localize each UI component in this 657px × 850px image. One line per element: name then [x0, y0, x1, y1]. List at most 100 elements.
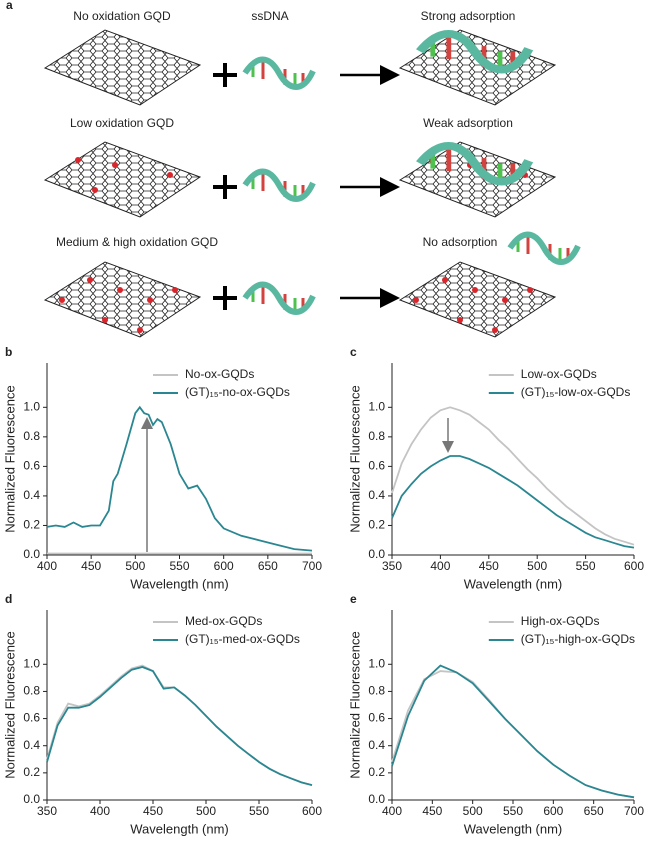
ssdna: [245, 59, 313, 89]
x-tick-label: 600: [543, 804, 563, 818]
y-tick-label: 0.4: [368, 738, 385, 752]
y-tick-label: 0.0: [23, 547, 40, 561]
chart: e 400 450 500 550 600 650 700 0.0 0.2 0.4 0.6 0.8 1.0…: [347, 592, 644, 836]
y-tick-label: 1.0: [368, 656, 385, 670]
y-tick-label: 0.6: [368, 459, 385, 473]
y-tick-label: 0.4: [23, 738, 40, 752]
graphene-sheet: [399, 141, 556, 218]
graphene-sheet: [399, 261, 556, 338]
x-tick-label: 450: [81, 559, 101, 573]
y-tick-label: 0.0: [368, 547, 385, 561]
y-tick-label: 0.8: [368, 429, 385, 443]
legend-label: (GT)₁₅-no-ox-GQDs: [185, 385, 290, 399]
series-line: [391, 670, 635, 799]
legend-label: (GT)₁₅-high-ox-GQDs: [521, 632, 635, 646]
x-tick-label: 450: [143, 804, 163, 818]
panel-label: b: [5, 345, 12, 359]
x-axis-label: Wavelength (nm): [464, 821, 563, 836]
x-tick-label: 400: [382, 804, 402, 818]
x-tick-label: 400: [90, 804, 110, 818]
gqd-label: Low oxidation GQD: [70, 116, 174, 130]
series-line: [391, 664, 635, 799]
x-tick-label: 550: [249, 804, 269, 818]
x-tick-label: 500: [463, 804, 483, 818]
panel-a: a No oxidation GQD ssDNA Strong adsorpti…: [6, 0, 578, 338]
x-axis-label: Wavelength (nm): [130, 821, 229, 836]
legend-label: No-ox-GQDs: [185, 367, 254, 381]
gqd-label: No oxidation GQD: [73, 9, 171, 23]
y-axis-label: Normalized Fluorescence: [347, 385, 362, 532]
y-axis-label: Normalized Fluorescence: [2, 385, 17, 532]
panel-label: d: [5, 592, 12, 606]
series-line: [46, 405, 313, 552]
graphene-sheet: [44, 261, 201, 338]
x-tick-label: 350: [37, 804, 57, 818]
panel-label: c: [350, 345, 357, 359]
dna-label: ssDNA: [251, 9, 288, 23]
gqd-label: Medium & high oxidation GQD: [56, 235, 218, 249]
y-tick-label: 1.0: [23, 656, 40, 670]
x-tick-label: 450: [479, 559, 499, 573]
y-tick-label: 0.2: [23, 765, 40, 779]
legend-label: (GT)₁₅-med-ox-GQDs: [185, 632, 300, 646]
y-tick-label: 0.2: [23, 518, 40, 532]
x-tick-label: 550: [576, 559, 596, 573]
x-tick-label: 400: [430, 559, 450, 573]
legend-label: (GT)₁₅-low-ox-GQDs: [521, 385, 631, 399]
graphene-sheet: [44, 141, 201, 218]
chart: b 400 450 500 550 600 650 700 0.0 0.2 0.4 0.6 0.8 1.0…: [2, 345, 322, 591]
series-line: [391, 455, 635, 549]
result-label: Weak adsorption: [423, 116, 513, 130]
y-tick-label: 0.8: [23, 684, 40, 698]
x-axis-label: Wavelength (nm): [130, 576, 229, 591]
ssdna: [245, 284, 313, 314]
plus-signs: [213, 63, 237, 310]
result-label: Strong adsorption: [421, 9, 516, 23]
legend-label: Med-ox-GQDs: [185, 614, 262, 628]
result-label: No adsorption: [423, 235, 498, 249]
series-line: [46, 666, 313, 786]
chart: c 350 400 450 500 550 600 0.0 0.2 0.4 0.6 0.8 1.0 Wav…: [347, 345, 644, 591]
y-axis-label: Normalized Fluorescence: [347, 631, 362, 778]
panel-label: e: [350, 592, 357, 606]
x-tick-label: 400: [37, 559, 57, 573]
free-dna: [510, 234, 578, 264]
oxygen-atoms: [59, 157, 533, 333]
y-tick-label: 1.0: [368, 399, 385, 413]
y-tick-label: 0.0: [23, 792, 40, 806]
legend-label: Low-ox-GQDs: [521, 367, 597, 381]
x-tick-label: 600: [624, 559, 644, 573]
y-axis-label: Normalized Fluorescence: [2, 631, 17, 778]
y-tick-label: 0.6: [23, 459, 40, 473]
graphene-sheet: [44, 29, 201, 106]
y-tick-label: 0.4: [23, 488, 40, 502]
y-tick-label: 0.6: [23, 711, 40, 725]
graphene-sheet: [399, 29, 556, 106]
y-tick-label: 1.0: [23, 399, 40, 413]
x-tick-label: 600: [302, 804, 322, 818]
x-tick-label: 550: [169, 559, 189, 573]
x-tick-label: 550: [503, 804, 523, 818]
x-tick-label: 650: [258, 559, 278, 573]
x-tick-label: 500: [527, 559, 547, 573]
y-tick-label: 0.8: [23, 429, 40, 443]
series-line: [391, 406, 635, 546]
x-tick-label: 500: [196, 804, 216, 818]
y-tick-label: 0.4: [368, 488, 385, 502]
y-tick-label: 0.8: [368, 684, 385, 698]
chart: d 350 400 450 500 550 600 0.0 0.2 0.4 0.6 0.8 1.0 Wav…: [2, 592, 322, 836]
y-tick-label: 0.2: [368, 518, 385, 532]
y-tick-label: 0.0: [368, 792, 385, 806]
series-line: [46, 664, 313, 786]
annotation-arrows: [141, 417, 454, 552]
y-tick-label: 0.6: [368, 711, 385, 725]
arrows: [340, 65, 400, 308]
ssdna: [245, 171, 313, 201]
x-tick-label: 350: [382, 559, 402, 573]
x-axis-label: Wavelength (nm): [464, 576, 563, 591]
x-tick-label: 600: [214, 559, 234, 573]
y-tick-label: 0.2: [368, 765, 385, 779]
x-tick-label: 450: [422, 804, 442, 818]
